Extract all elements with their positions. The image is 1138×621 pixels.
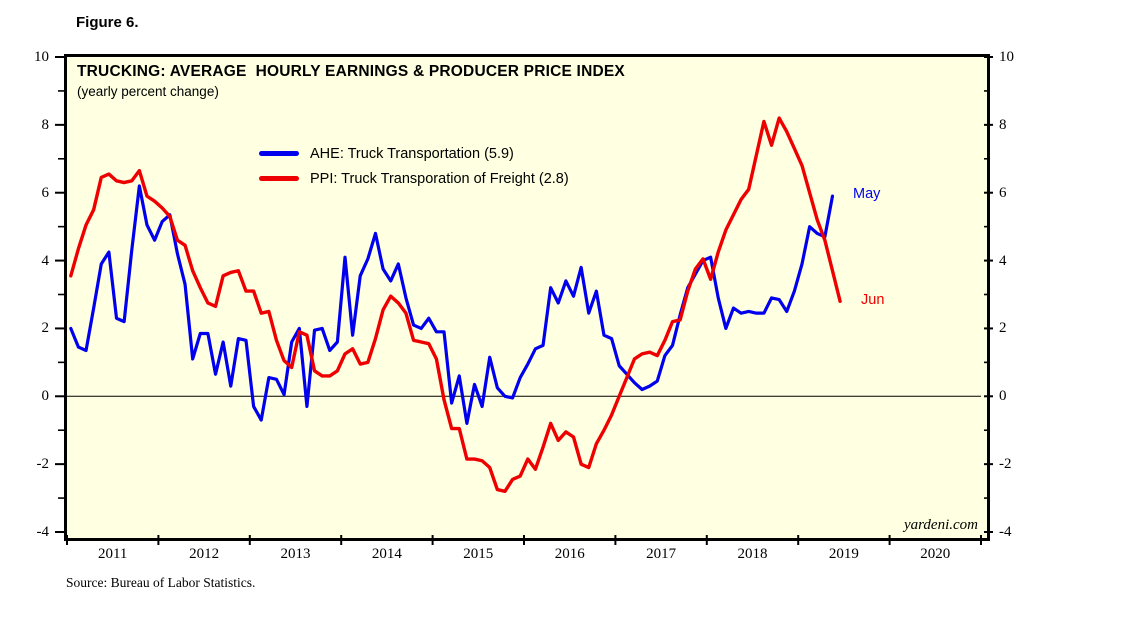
y-axis-tick-label-right: -2 <box>999 456 1012 473</box>
y-axis-tick-label-left: -4 <box>36 524 50 540</box>
x-axis-year-label: 2017 <box>646 546 677 562</box>
series-line <box>69 184 835 426</box>
y-axis-tick-label-right: 0 <box>999 388 1007 405</box>
x-axis-year-label: 2016 <box>554 546 585 562</box>
figure-label: Figure 6. <box>76 14 139 31</box>
legend: AHE: Truck Transportation (5.9) PPI: Tru… <box>259 141 569 191</box>
x-axis-year-label: 2011 <box>97 546 128 562</box>
y-axis-tick-label-left: 0 <box>41 388 50 405</box>
y-axis-tick-label-right: 4 <box>999 252 1007 269</box>
series-end-label-may: May <box>853 186 881 202</box>
watermark: yardeni.com <box>903 517 978 533</box>
chart-subtitle: (yearly percent change) <box>77 84 219 99</box>
chart-title: TRUCKING: AVERAGE HOURLY EARNINGS & PROD… <box>77 63 625 80</box>
x-axis-year-label: 2019 <box>828 546 859 562</box>
plot-canvas <box>55 56 993 545</box>
legend-label-ppi: PPI: Truck Transporation of Freight (2.8… <box>310 170 569 187</box>
y-axis-tick-label-right: -4 <box>999 524 1012 540</box>
plot-area: TRUCKING: AVERAGE HOURLY EARNINGS & PROD… <box>55 54 993 545</box>
y-axis-tick-label-left: 2 <box>41 320 50 337</box>
series-line <box>69 116 842 493</box>
x-axis-year-label: 2013 <box>280 546 311 562</box>
legend-label-ahe: AHE: Truck Transportation (5.9) <box>310 145 514 162</box>
x-axis-year-label: 2015 <box>463 546 494 562</box>
y-axis-tick-label-right: 2 <box>999 320 1007 337</box>
y-axis-tick-label-left: 10 <box>34 49 49 65</box>
series-end-label-jun: Jun <box>861 292 885 308</box>
ppi-line-swatch <box>259 176 299 181</box>
legend-item-ahe: AHE: Truck Transportation (5.9) <box>259 141 569 166</box>
x-axis-year-label: 2018 <box>737 546 768 562</box>
y-axis-tick-label-left: 4 <box>41 252 50 269</box>
y-axis-tick-label-right: 10 <box>999 49 1014 65</box>
y-axis-tick-label-right: 6 <box>999 184 1007 201</box>
y-axis-tick-label-right: 8 <box>999 116 1007 133</box>
ahe-line-swatch <box>259 151 299 156</box>
y-axis-tick-label-left: 6 <box>41 184 50 201</box>
y-axis-tick-label-left: 8 <box>41 116 50 133</box>
y-axis-tick-label-left: -2 <box>36 456 50 473</box>
x-axis-year-label: 2012 <box>189 546 220 562</box>
source-note: Source: Bureau of Labor Statistics. <box>66 575 256 590</box>
x-axis-year-label: 2020 <box>920 546 951 562</box>
x-axis-year-label: 2014 <box>371 546 402 562</box>
legend-item-ppi: PPI: Truck Transporation of Freight (2.8… <box>259 166 569 191</box>
